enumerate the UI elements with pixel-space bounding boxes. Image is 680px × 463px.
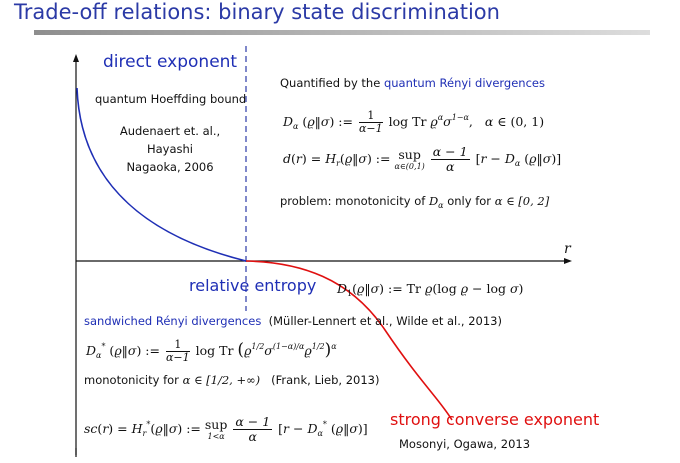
strong-converse-refs: Mosonyi, Ogawa, 2013 [399, 437, 531, 451]
title-underline [34, 30, 650, 35]
slide-title: Trade-off relations: binary state discri… [14, 0, 500, 24]
problem-line: problem: monotonicity of Dα only for α ∈… [280, 194, 550, 210]
refs-line-3: Nagaoka, 2006 [126, 160, 214, 174]
problem-range: α ∈ [0, 2] [494, 194, 550, 208]
quantified-prefix: Quantified by the [280, 76, 384, 90]
sandwiched-label: sandwiched Rényi divergences [84, 314, 262, 328]
hoeffding-label: quantum Hoeffding bound [95, 92, 247, 106]
monotonicity-refs: (Frank, Lieb, 2013) [271, 373, 380, 387]
sandwiched-formula: Dα* (ϱ‖σ) := 1 α−1 log Tr (ϱ1/2σ(1−α)/αϱ1… [86, 338, 337, 365]
y-axis-arrow [73, 54, 79, 62]
problem-suffix: only for [443, 194, 495, 208]
refs-line-1: Audenaert et. al., [119, 124, 221, 138]
problem-prefix: problem: monotonicity of [280, 194, 429, 208]
strong-converse-label: strong converse exponent [390, 410, 600, 429]
monotonicity-line: monotonicity for α ∈ [1/2, +∞) (Frank, L… [84, 373, 379, 387]
relative-entropy-label: relative entropy [189, 276, 317, 295]
monotonicity-range: α ∈ [1/2, +∞) [182, 373, 261, 387]
x-axis-arrow [564, 258, 572, 264]
sandwiched-line: sandwiched Rényi divergences (Müller-Len… [84, 314, 502, 328]
sandwiched-refs: (Müller-Lennert et al., Wilde et al., 20… [268, 314, 502, 328]
renyi-divergences-link: quantum Rényi divergences [383, 76, 545, 90]
hoeffding-curve [76, 87, 247, 262]
monotonicity-prefix: monotonicity for [84, 373, 183, 387]
quantified-line: Quantified by the quantum Rényi divergen… [280, 76, 545, 90]
renyi-divergence-formula: Dα (ϱ‖σ) := 1 α−1 log Tr ϱασ1−α, α ∈ (0, … [283, 109, 545, 136]
refs-line-2: Hayashi [146, 142, 194, 156]
strong-converse-curve [245, 260, 453, 421]
relative-entropy-formula: D1(ϱ‖σ) := Tr ϱ(log ϱ − log σ) [337, 281, 524, 298]
direct-exponent-label: direct exponent [103, 52, 238, 72]
x-axis-label: r [564, 241, 571, 257]
